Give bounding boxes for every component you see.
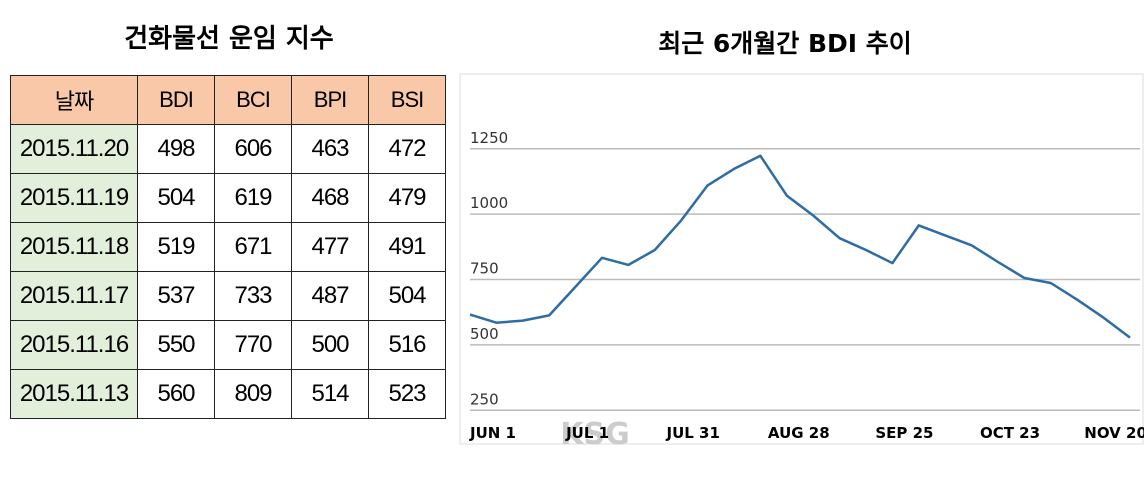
table-cell: 2015.11.19 — [10, 173, 138, 223]
table-cell: 477 — [291, 222, 369, 272]
table-cell: 514 — [291, 369, 369, 419]
table-cell: 523 — [368, 369, 446, 419]
table-cell: 504 — [137, 173, 215, 223]
y-tick-label: 1250 — [470, 129, 508, 147]
table-cell: 479 — [368, 173, 446, 223]
table-cell: 2015.11.13 — [10, 369, 138, 419]
y-tick-label: 750 — [470, 260, 499, 278]
index-table: 날짜 BDI BCI BPI BSI 2015.11.20 498 606 463 472 2015… — [10, 75, 446, 419]
table-cell: BCI — [214, 75, 292, 125]
table-cell: 606 — [214, 124, 292, 174]
x-tick-label: SEP 25 — [875, 424, 933, 442]
table-cell: 504 — [368, 271, 446, 321]
table-cell: 537 — [137, 271, 215, 321]
table-cell: 770 — [214, 320, 292, 370]
y-tick-label: 250 — [470, 390, 499, 408]
x-tick-label: JUN 1 — [469, 424, 516, 442]
table-cell: 519 — [137, 222, 215, 272]
table-cell: 619 — [214, 173, 292, 223]
table-cell: 733 — [214, 271, 292, 321]
table-cell: BSI — [368, 75, 446, 125]
x-tick-label: OCT 23 — [980, 424, 1040, 442]
table-row: 2015.11.20 498 606 463 472 — [10, 124, 446, 174]
x-tick-label: NOV 20 — [1084, 424, 1144, 442]
table-title: 건화물선 운임 지수 — [124, 24, 334, 54]
table-cell: 2015.11.20 — [10, 124, 138, 174]
bdi-line — [469, 154, 1131, 339]
y-tick-label: 500 — [470, 325, 499, 343]
table-cell: 516 — [368, 320, 446, 370]
plot-frame — [459, 73, 1144, 445]
table-cell: 날짜 — [10, 75, 138, 125]
table-cell: 560 — [137, 369, 215, 419]
table-cell: 472 — [368, 124, 446, 174]
table-row: 날짜 BDI BCI BPI BSI — [10, 75, 446, 125]
table-cell: 468 — [291, 173, 369, 223]
watermark: KSG — [560, 417, 629, 452]
x-tick-label: JUL 1 — [565, 424, 609, 442]
table-row: 2015.11.13 560 809 514 523 — [10, 369, 446, 419]
table-cell: 500 — [291, 320, 369, 370]
chart-title: 최근 6개월간 BDI 추이 — [658, 29, 912, 58]
table-cell: 2015.11.16 — [10, 320, 138, 370]
x-tick-label: JUL 31 — [665, 424, 719, 442]
table-cell: 498 — [137, 124, 215, 174]
table-cell: BDI — [137, 75, 215, 125]
x-tick-label: AUG 28 — [768, 424, 830, 442]
table-row: 2015.11.19 504 619 468 479 — [10, 173, 446, 223]
table-cell: 809 — [214, 369, 292, 419]
table-cell: 491 — [368, 222, 446, 272]
table-cell: 463 — [291, 124, 369, 174]
y-tick-label: 1000 — [470, 194, 508, 212]
